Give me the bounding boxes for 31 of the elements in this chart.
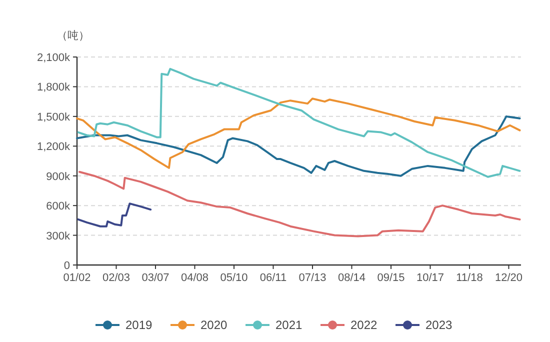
x-tick-label: 11/18 <box>456 272 483 284</box>
x-tick-label: 05/10 <box>220 272 248 284</box>
line-series <box>76 98 521 169</box>
y-tick-label: 1,500k <box>36 111 70 124</box>
x-tick-label: 10/17 <box>416 272 444 284</box>
legend-label: 2023 <box>426 318 453 332</box>
y-tick-label: 600k <box>46 200 70 213</box>
x-tick-label: 01/02 <box>63 272 91 284</box>
y-tick-label: 0 <box>64 260 70 272</box>
x-tick-label: 04/08 <box>180 272 209 284</box>
legend-label: 2022 <box>350 318 378 332</box>
x-tick-label: 09/15 <box>377 272 405 284</box>
legend-label: 2020 <box>200 318 228 332</box>
x-tick-label: 02/03 <box>102 272 130 284</box>
legend-label: 2019 <box>126 318 153 332</box>
y-tick-label: 1,800k <box>36 82 70 94</box>
line-series <box>78 170 521 238</box>
line-series <box>76 115 521 177</box>
y-tick-label: 300k <box>46 230 70 242</box>
line-series <box>77 202 152 228</box>
x-tick-label: 12/20 <box>494 272 522 284</box>
x-tick-label: 03/07 <box>142 272 170 284</box>
x-tick-label: 08/14 <box>338 272 366 284</box>
line-series <box>77 68 521 178</box>
x-tick-label: 07/13 <box>298 272 326 284</box>
x-tick-label: 06/11 <box>260 272 287 284</box>
legend-label: 2021 <box>276 318 303 332</box>
y-axis-title: （吨） <box>56 29 90 42</box>
y-tick-label: 2,100k <box>36 52 70 64</box>
y-tick-label: 900k <box>46 170 70 183</box>
y-tick-label: 1,200k <box>36 141 70 154</box>
